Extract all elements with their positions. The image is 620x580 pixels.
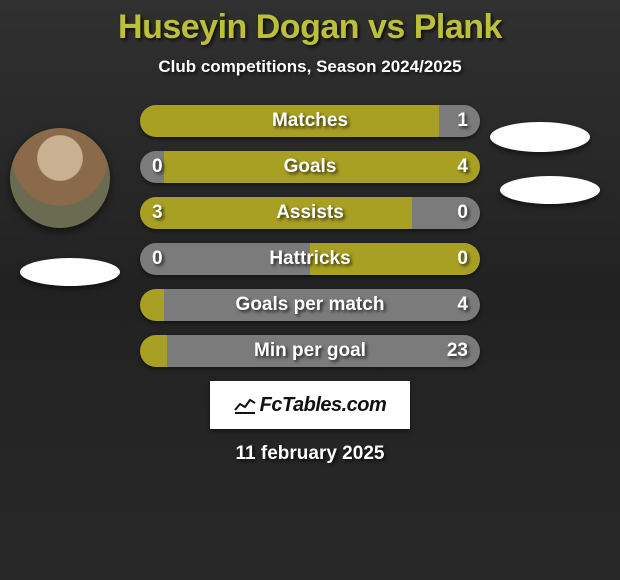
stat-bar: 23Min per goal: [140, 335, 480, 367]
stat-bar: 00Hattricks: [140, 243, 480, 275]
stat-bar: 04Goals: [140, 151, 480, 183]
stat-label: Goals: [140, 151, 480, 183]
stat-label: Assists: [140, 197, 480, 229]
logo-label: FcTables.com: [260, 394, 387, 417]
date: 11 february 2025: [0, 443, 620, 465]
logo: FcTables.com: [210, 381, 410, 429]
stat-bar: 30Assists: [140, 197, 480, 229]
stat-label: Hattricks: [140, 243, 480, 275]
comparison-card: Huseyin Dogan vs Plank Club competitions…: [0, 0, 620, 465]
stat-bar: 4Goals per match: [140, 289, 480, 321]
stat-label: Matches: [140, 105, 480, 137]
stat-row: 1Matches: [0, 105, 620, 137]
stat-bar: 1Matches: [140, 105, 480, 137]
logo-text: FcTables.com: [234, 394, 387, 417]
stat-row: 30Assists: [0, 197, 620, 229]
stat-row: 00Hattricks: [0, 243, 620, 275]
stat-row: 23Min per goal: [0, 335, 620, 367]
stat-row: 4Goals per match: [0, 289, 620, 321]
page-title: Huseyin Dogan vs Plank: [0, 8, 620, 47]
subtitle: Club competitions, Season 2024/2025: [0, 57, 620, 77]
stat-label: Min per goal: [140, 335, 480, 367]
stat-row: 04Goals: [0, 151, 620, 183]
stat-label: Goals per match: [140, 289, 480, 321]
logo-chart-icon: [234, 396, 256, 414]
